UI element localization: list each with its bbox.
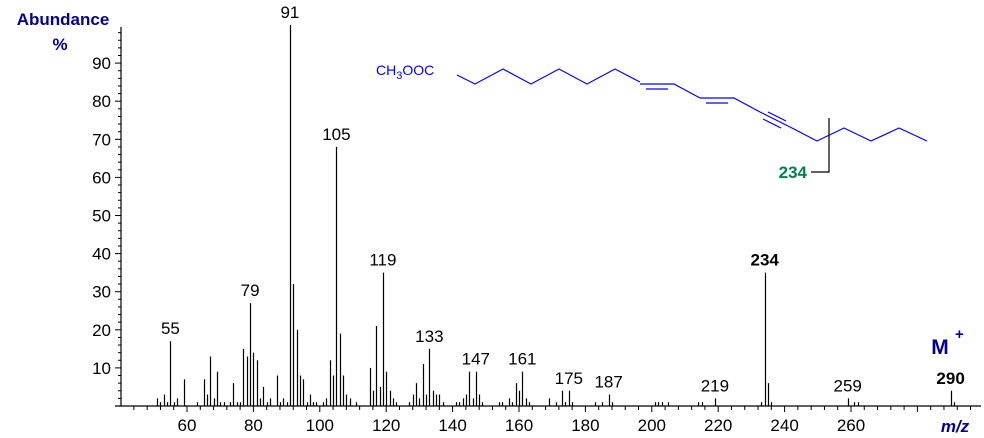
peaks [156,25,956,406]
y-tick-label: 80 [92,92,111,111]
y-tick-label: 40 [92,245,111,264]
x-tick-label: 260 [837,416,865,435]
x-tick-label: 100 [306,416,334,435]
peak-label-161: 161 [508,350,536,369]
x-tick-label: 220 [704,416,732,435]
alkyl-tail [789,126,928,142]
double-bond-1 [640,83,701,99]
y-axis-unit: % [52,35,67,54]
peak-label-55: 55 [161,319,180,338]
fragment-234-label: 234 [779,163,808,182]
y-tick-label: 70 [92,130,111,149]
triple-bond [759,111,791,128]
x-tick-label: 120 [372,416,400,435]
peak-label-133: 133 [415,327,443,346]
chain-bond [456,68,641,85]
x-tick-label: 180 [571,416,599,435]
triple-bond-line-2 [767,111,787,122]
peak-label-105: 105 [322,125,350,144]
y-tick-label: 20 [92,321,111,340]
axes: 10 20 30 40 50 60 70 80 90 60 80 100 120 140 160 180 200… [92,27,981,435]
peak-label-290: 290 [936,369,964,388]
fragment-cleavage-marker [811,118,830,173]
peak-label-147: 147 [462,350,490,369]
y-axis-title: Abundance [17,10,110,29]
y-tick-label: 90 [92,54,111,73]
y-tick-label: 30 [92,283,111,302]
y-tick-label: 60 [92,168,111,187]
peak-label-219: 219 [701,376,729,395]
peak-label-175: 175 [555,369,583,388]
double-bond-2 [700,97,761,113]
x-tick-label: 160 [505,416,533,435]
x-tick-label: 60 [178,416,197,435]
ester-group-label: CH3OOC [376,62,434,82]
molecular-ion-label: M [931,336,949,359]
peak-label-119: 119 [369,251,396,270]
molecule-structure: CH3OOC 234 [376,62,928,182]
peak-label-79: 79 [241,281,260,300]
molecular-ion-superscript: + [955,326,964,343]
x-tick-label: 240 [770,416,798,435]
peak-label-234: 234 [750,251,779,270]
x-axis-title: m/z [941,417,970,436]
x-tick-label: 140 [438,416,466,435]
peak-label-91: 91 [280,3,299,22]
x-tick-label: 200 [638,416,666,435]
peak-label-187: 187 [594,373,622,392]
peak-label-259: 259 [833,376,861,395]
triple-bond-line-3 [762,118,782,129]
peak-labels: 55 79 91 105 119 133 147 161 175 187 219 234 259 290 [161,3,965,395]
y-tick-label: 10 [92,359,111,378]
x-tick-label: 80 [244,416,263,435]
y-tick-label: 50 [92,207,111,226]
